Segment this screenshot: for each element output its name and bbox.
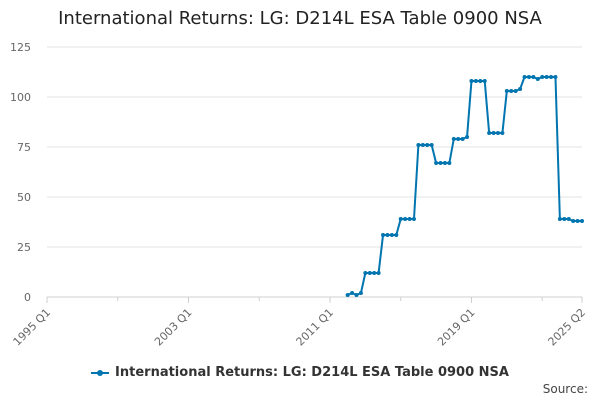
data-point bbox=[407, 217, 412, 221]
data-point bbox=[566, 217, 571, 221]
data-point bbox=[465, 135, 470, 139]
data-point bbox=[376, 271, 381, 275]
axis-layer: 0 25 50 75 100 125 1995 Q1 2003 Q1 2011 Q1 2019 Q… bbox=[10, 41, 588, 348]
data-point bbox=[403, 217, 408, 221]
x-tick-label: 2011 Q1 bbox=[294, 306, 337, 349]
data-point bbox=[372, 271, 377, 275]
data-point bbox=[358, 291, 363, 295]
data-point bbox=[513, 89, 518, 93]
data-point bbox=[522, 75, 527, 79]
x-tick-label: 2025 Q2 bbox=[546, 306, 589, 349]
data-point bbox=[540, 75, 545, 79]
data-point bbox=[381, 233, 386, 237]
data-point bbox=[491, 131, 496, 135]
data-point bbox=[482, 79, 487, 83]
data-point bbox=[562, 217, 567, 221]
data-point bbox=[354, 293, 359, 297]
y-tick-label: 75 bbox=[17, 141, 31, 154]
data-point bbox=[451, 137, 456, 141]
data-point bbox=[434, 161, 439, 165]
data-point bbox=[478, 79, 483, 83]
y-tick-label: 100 bbox=[10, 91, 31, 104]
grid-layer bbox=[47, 46, 582, 248]
data-point bbox=[411, 217, 416, 221]
x-tick-label: 2003 Q1 bbox=[152, 306, 195, 349]
data-point bbox=[557, 217, 562, 221]
legend[interactable]: International Returns: LG: D214L ESA Tab… bbox=[0, 365, 600, 380]
series-line bbox=[347, 76, 582, 296]
chart-title: International Returns: LG: D214L ESA Tab… bbox=[58, 8, 542, 29]
data-point bbox=[518, 87, 523, 91]
data-point bbox=[509, 89, 514, 93]
data-point bbox=[487, 131, 492, 135]
legend-line-marker-icon bbox=[91, 369, 110, 376]
data-point bbox=[580, 219, 584, 223]
data-point bbox=[345, 293, 350, 297]
data-point bbox=[553, 75, 558, 79]
data-point bbox=[363, 271, 368, 275]
x-tick-label: 2019 Q1 bbox=[435, 306, 478, 349]
series-layer bbox=[345, 75, 584, 297]
data-point bbox=[425, 143, 430, 147]
data-point bbox=[350, 291, 355, 295]
data-point bbox=[575, 219, 580, 223]
data-point bbox=[398, 217, 403, 221]
data-point bbox=[460, 137, 465, 141]
data-point bbox=[495, 131, 500, 135]
data-point bbox=[442, 161, 447, 165]
legend-label: International Returns: LG: D214L ESA Tab… bbox=[115, 365, 509, 380]
data-point bbox=[473, 79, 478, 83]
data-point bbox=[438, 161, 443, 165]
data-point bbox=[531, 75, 536, 79]
data-point bbox=[571, 219, 576, 223]
data-point bbox=[416, 143, 421, 147]
source-label: Source: bbox=[542, 382, 588, 396]
data-point bbox=[549, 75, 554, 79]
data-point bbox=[526, 75, 531, 79]
y-tick-label: 125 bbox=[10, 41, 31, 54]
y-tick-label: 25 bbox=[17, 241, 31, 254]
data-point bbox=[385, 233, 390, 237]
y-tick-label: 0 bbox=[24, 291, 31, 304]
x-tick-label: 1995 Q1 bbox=[11, 306, 54, 349]
data-point bbox=[500, 131, 505, 135]
data-point bbox=[469, 79, 474, 83]
y-tick-label: 50 bbox=[17, 191, 31, 204]
data-point bbox=[504, 89, 509, 93]
data-point bbox=[420, 143, 425, 147]
data-point bbox=[389, 233, 394, 237]
data-point bbox=[429, 143, 434, 147]
data-point bbox=[456, 137, 461, 141]
data-point bbox=[367, 271, 372, 275]
data-point bbox=[535, 77, 540, 81]
data-point bbox=[447, 161, 452, 165]
data-point bbox=[544, 75, 549, 79]
data-point bbox=[394, 233, 399, 237]
